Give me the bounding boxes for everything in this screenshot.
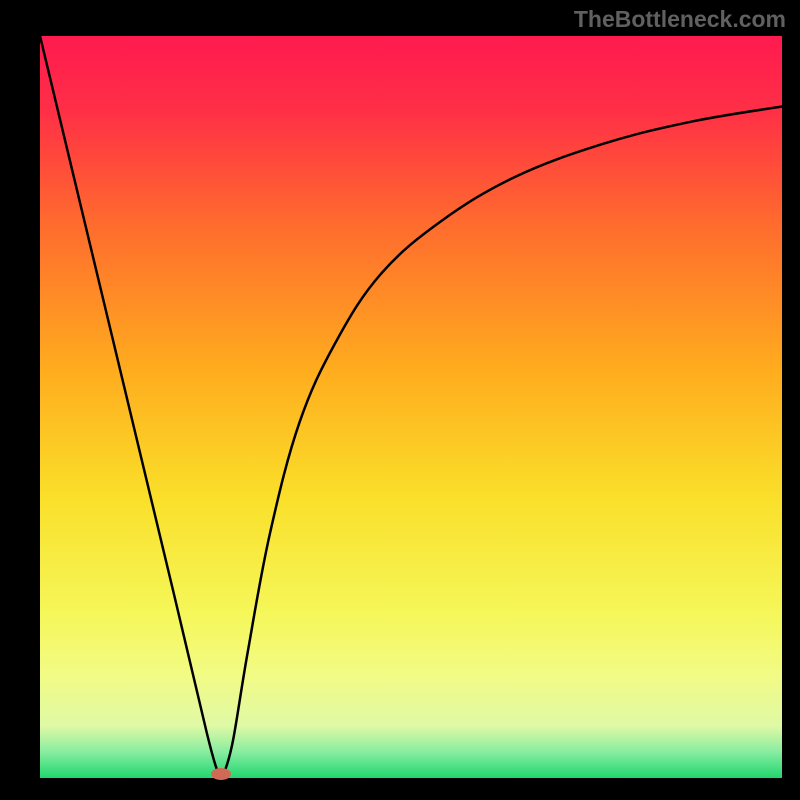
watermark-text: TheBottleneck.com [574, 6, 786, 33]
optimum-marker [211, 768, 231, 780]
chart-container: TheBottleneck.com [0, 0, 800, 800]
plot-area [40, 36, 782, 778]
bottleneck-curve [40, 36, 782, 778]
